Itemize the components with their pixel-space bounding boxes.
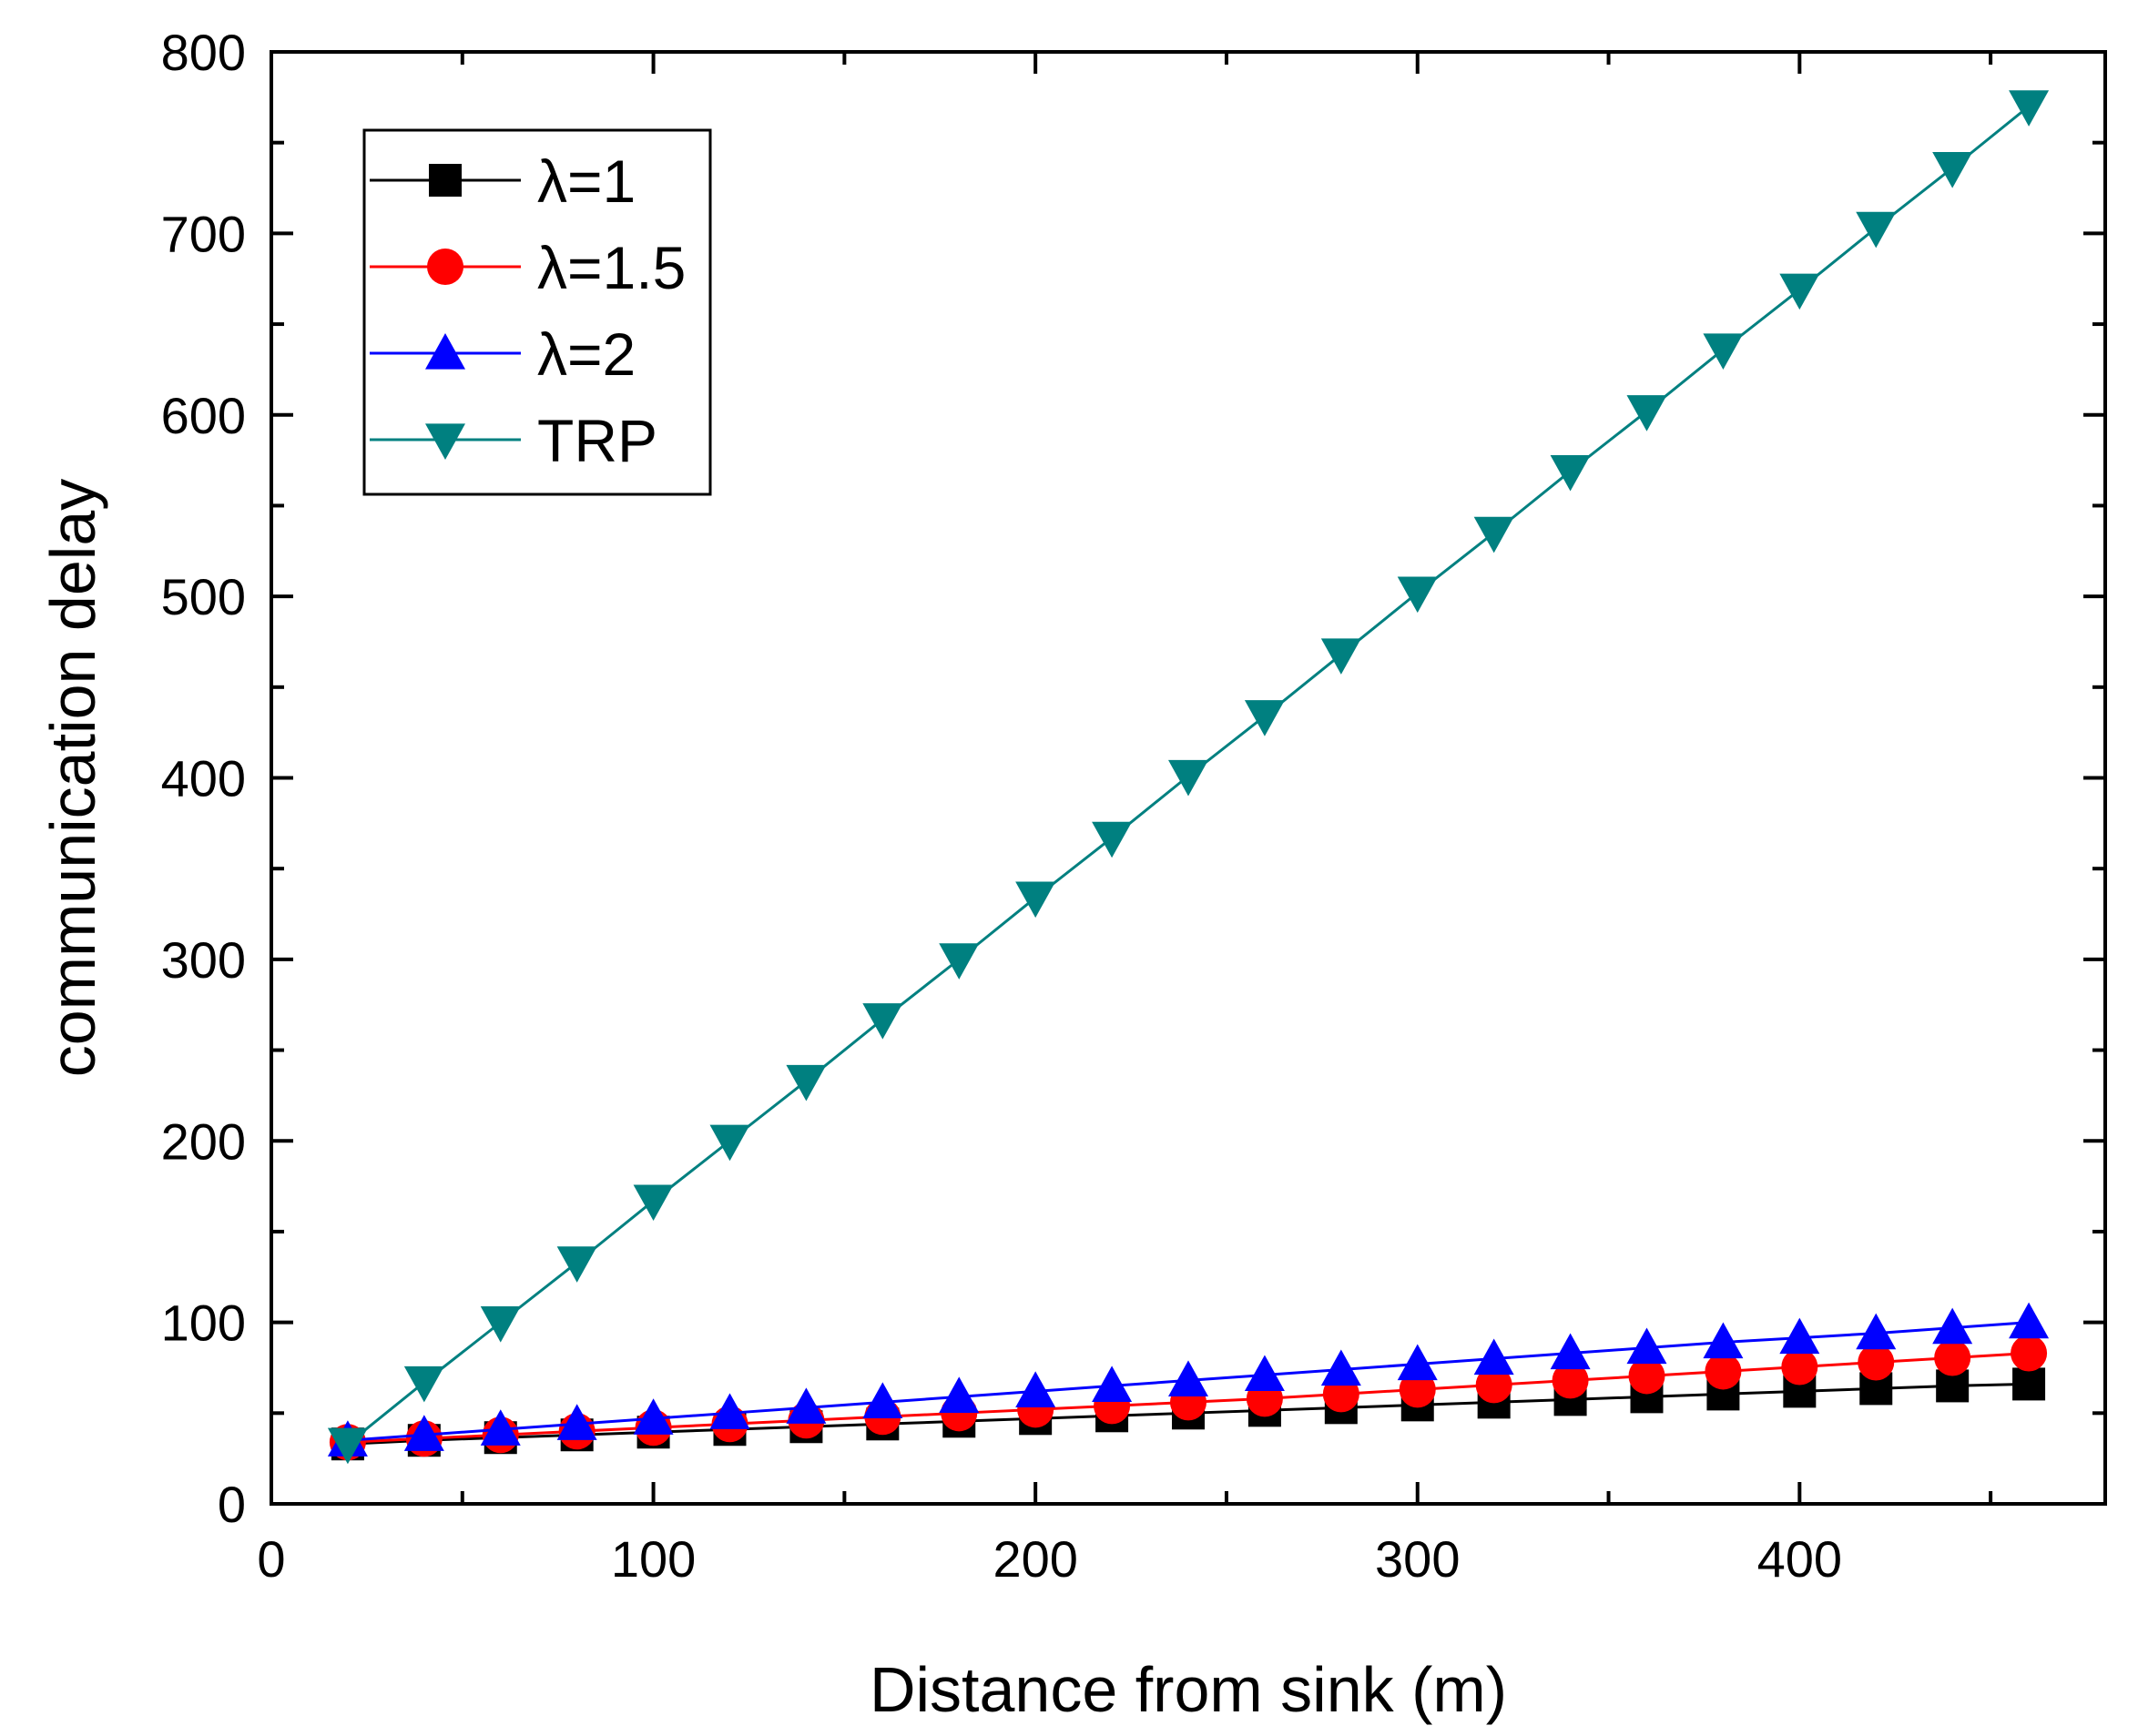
legend-item: λ=2 <box>370 320 636 388</box>
plot-frame <box>270 50 2107 1506</box>
legend-box <box>362 128 712 496</box>
y-tick-label: 600 <box>161 387 246 444</box>
y-tick-label: 700 <box>161 205 246 262</box>
data-point <box>2009 1302 2050 1339</box>
tick-labels-layer: 0 100 200 300 400 0 100 200 300 400 500 600 700 800 <box>161 24 1842 1588</box>
data-point <box>1092 821 1133 858</box>
data-point <box>862 1003 903 1040</box>
data-point <box>1705 1353 1742 1390</box>
data-point <box>556 1404 597 1440</box>
data-point <box>1397 1344 1438 1381</box>
legend-item: TRP <box>370 407 657 474</box>
data-point <box>1626 1327 1667 1365</box>
data-point <box>2012 1367 2046 1401</box>
data-point <box>1473 516 1514 553</box>
data-point <box>1475 1366 1512 1404</box>
data-point <box>1015 881 1056 919</box>
data-point <box>1092 1365 1133 1403</box>
data-point <box>2009 90 2050 127</box>
legend-label: λ=1.5 <box>537 234 686 301</box>
x-axis-title: Distance from sink (m) <box>870 1654 1507 1725</box>
data-point <box>862 1382 903 1418</box>
legend-label: λ=2 <box>537 320 636 388</box>
data-point <box>556 1246 597 1283</box>
data-point <box>1856 1313 1897 1350</box>
data-point <box>2011 1335 2048 1372</box>
data-point <box>1244 1355 1285 1392</box>
data-point <box>480 1306 521 1343</box>
data-point <box>1932 152 1973 188</box>
data-point <box>1320 638 1361 675</box>
ticks-layer <box>270 50 2105 1506</box>
data-point <box>327 1427 368 1465</box>
legend-marker <box>425 333 465 370</box>
data-point <box>1552 1362 1589 1399</box>
data-point <box>403 1415 444 1451</box>
y-tick-label: 300 <box>161 931 246 989</box>
data-point <box>1781 1348 1818 1386</box>
y-tick-label: 0 <box>218 1476 246 1533</box>
x-tick-label: 0 <box>257 1530 285 1588</box>
x-tick-label: 400 <box>1757 1530 1842 1588</box>
data-point <box>1856 211 1897 249</box>
legend-item: λ=1.5 <box>370 234 686 301</box>
data-point <box>1779 273 1820 310</box>
legend-item: λ=1 <box>370 147 636 215</box>
data-point <box>1934 1339 1971 1376</box>
data-point <box>1168 759 1208 797</box>
data-point <box>1320 1349 1361 1386</box>
data-point <box>1779 1317 1820 1355</box>
data-point <box>1397 576 1438 614</box>
data-point <box>939 943 980 980</box>
series-2 <box>327 1302 2050 1457</box>
x-tick-label: 100 <box>611 1530 696 1588</box>
y-tick-label: 400 <box>161 750 246 807</box>
data-point <box>786 1064 827 1101</box>
legend-marker <box>427 249 463 285</box>
legend-label: TRP <box>537 407 657 474</box>
data-point <box>633 1184 674 1222</box>
data-point <box>480 1409 521 1446</box>
data-point <box>709 1393 750 1429</box>
data-point <box>1168 1360 1208 1397</box>
y-tick-label: 100 <box>161 1294 246 1352</box>
data-point <box>1932 1307 1973 1345</box>
data-point <box>1244 700 1285 736</box>
data-point <box>1473 1338 1514 1376</box>
y-axis-title: communication delay <box>37 479 108 1078</box>
y-tick-label: 800 <box>161 24 246 81</box>
x-tick-label: 200 <box>993 1530 1077 1588</box>
data-point <box>1628 1357 1665 1395</box>
data-point <box>403 1365 444 1403</box>
data-point <box>1626 395 1667 431</box>
data-point <box>1550 454 1591 492</box>
data-point <box>709 1124 750 1162</box>
y-tick-label: 200 <box>161 1112 246 1170</box>
data-point <box>1703 333 1744 370</box>
legend-marker <box>429 164 462 197</box>
x-tick-label: 300 <box>1375 1530 1460 1588</box>
data-point <box>1399 1371 1436 1408</box>
data-point <box>1858 1344 1895 1381</box>
data-point <box>1550 1333 1591 1370</box>
data-point <box>939 1376 980 1413</box>
data-point <box>1015 1371 1056 1407</box>
data-point <box>786 1387 827 1424</box>
series-layer <box>327 90 2050 1465</box>
legend-label: λ=1 <box>537 147 636 215</box>
legend-marker <box>425 423 465 460</box>
y-tick-label: 500 <box>161 568 246 625</box>
series-3 <box>327 90 2050 1465</box>
data-point <box>633 1398 674 1435</box>
legend: λ=1 λ=1.5 λ=2 TRP <box>362 128 712 496</box>
data-point <box>1703 1322 1744 1359</box>
